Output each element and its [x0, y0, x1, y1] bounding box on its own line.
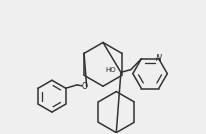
- Text: HO: HO: [106, 67, 116, 73]
- Text: O: O: [81, 82, 87, 91]
- Text: N: N: [156, 54, 162, 63]
